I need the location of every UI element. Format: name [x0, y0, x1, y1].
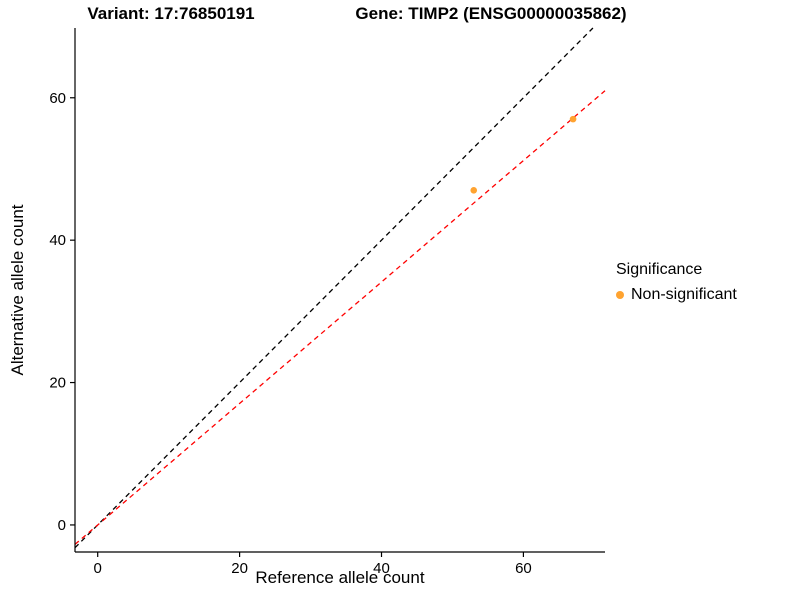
legend-item-non-significant: Non-significant	[616, 286, 737, 304]
x-tick-label: 0	[94, 560, 102, 577]
x-tick-label: 40	[373, 560, 390, 577]
y-tick-label: 60	[49, 90, 66, 107]
y-tick-label: 0	[58, 517, 66, 534]
data-point	[569, 115, 577, 123]
legend-item-label: Non-significant	[631, 286, 737, 303]
fit-line	[74, 90, 606, 545]
plot-title-variant: Variant: 17:76850191	[87, 4, 255, 23]
y-tick-label: 40	[49, 232, 66, 249]
y-axis-label: Alternative allele count	[8, 204, 27, 376]
y-tick-label: 20	[49, 375, 66, 392]
legend-dot-icon	[616, 291, 624, 299]
identity-line	[74, 27, 594, 549]
plot-title-gene: Gene: TIMP2 (ENSG00000035862)	[355, 4, 627, 23]
x-tick-label: 60	[515, 560, 532, 577]
x-axis-label: Reference allele count	[255, 568, 425, 587]
legend-title: Significance	[616, 261, 703, 278]
legend: Significance Non-significant	[616, 261, 737, 304]
data-point	[470, 187, 478, 194]
x-tick-label: 20	[231, 560, 248, 577]
